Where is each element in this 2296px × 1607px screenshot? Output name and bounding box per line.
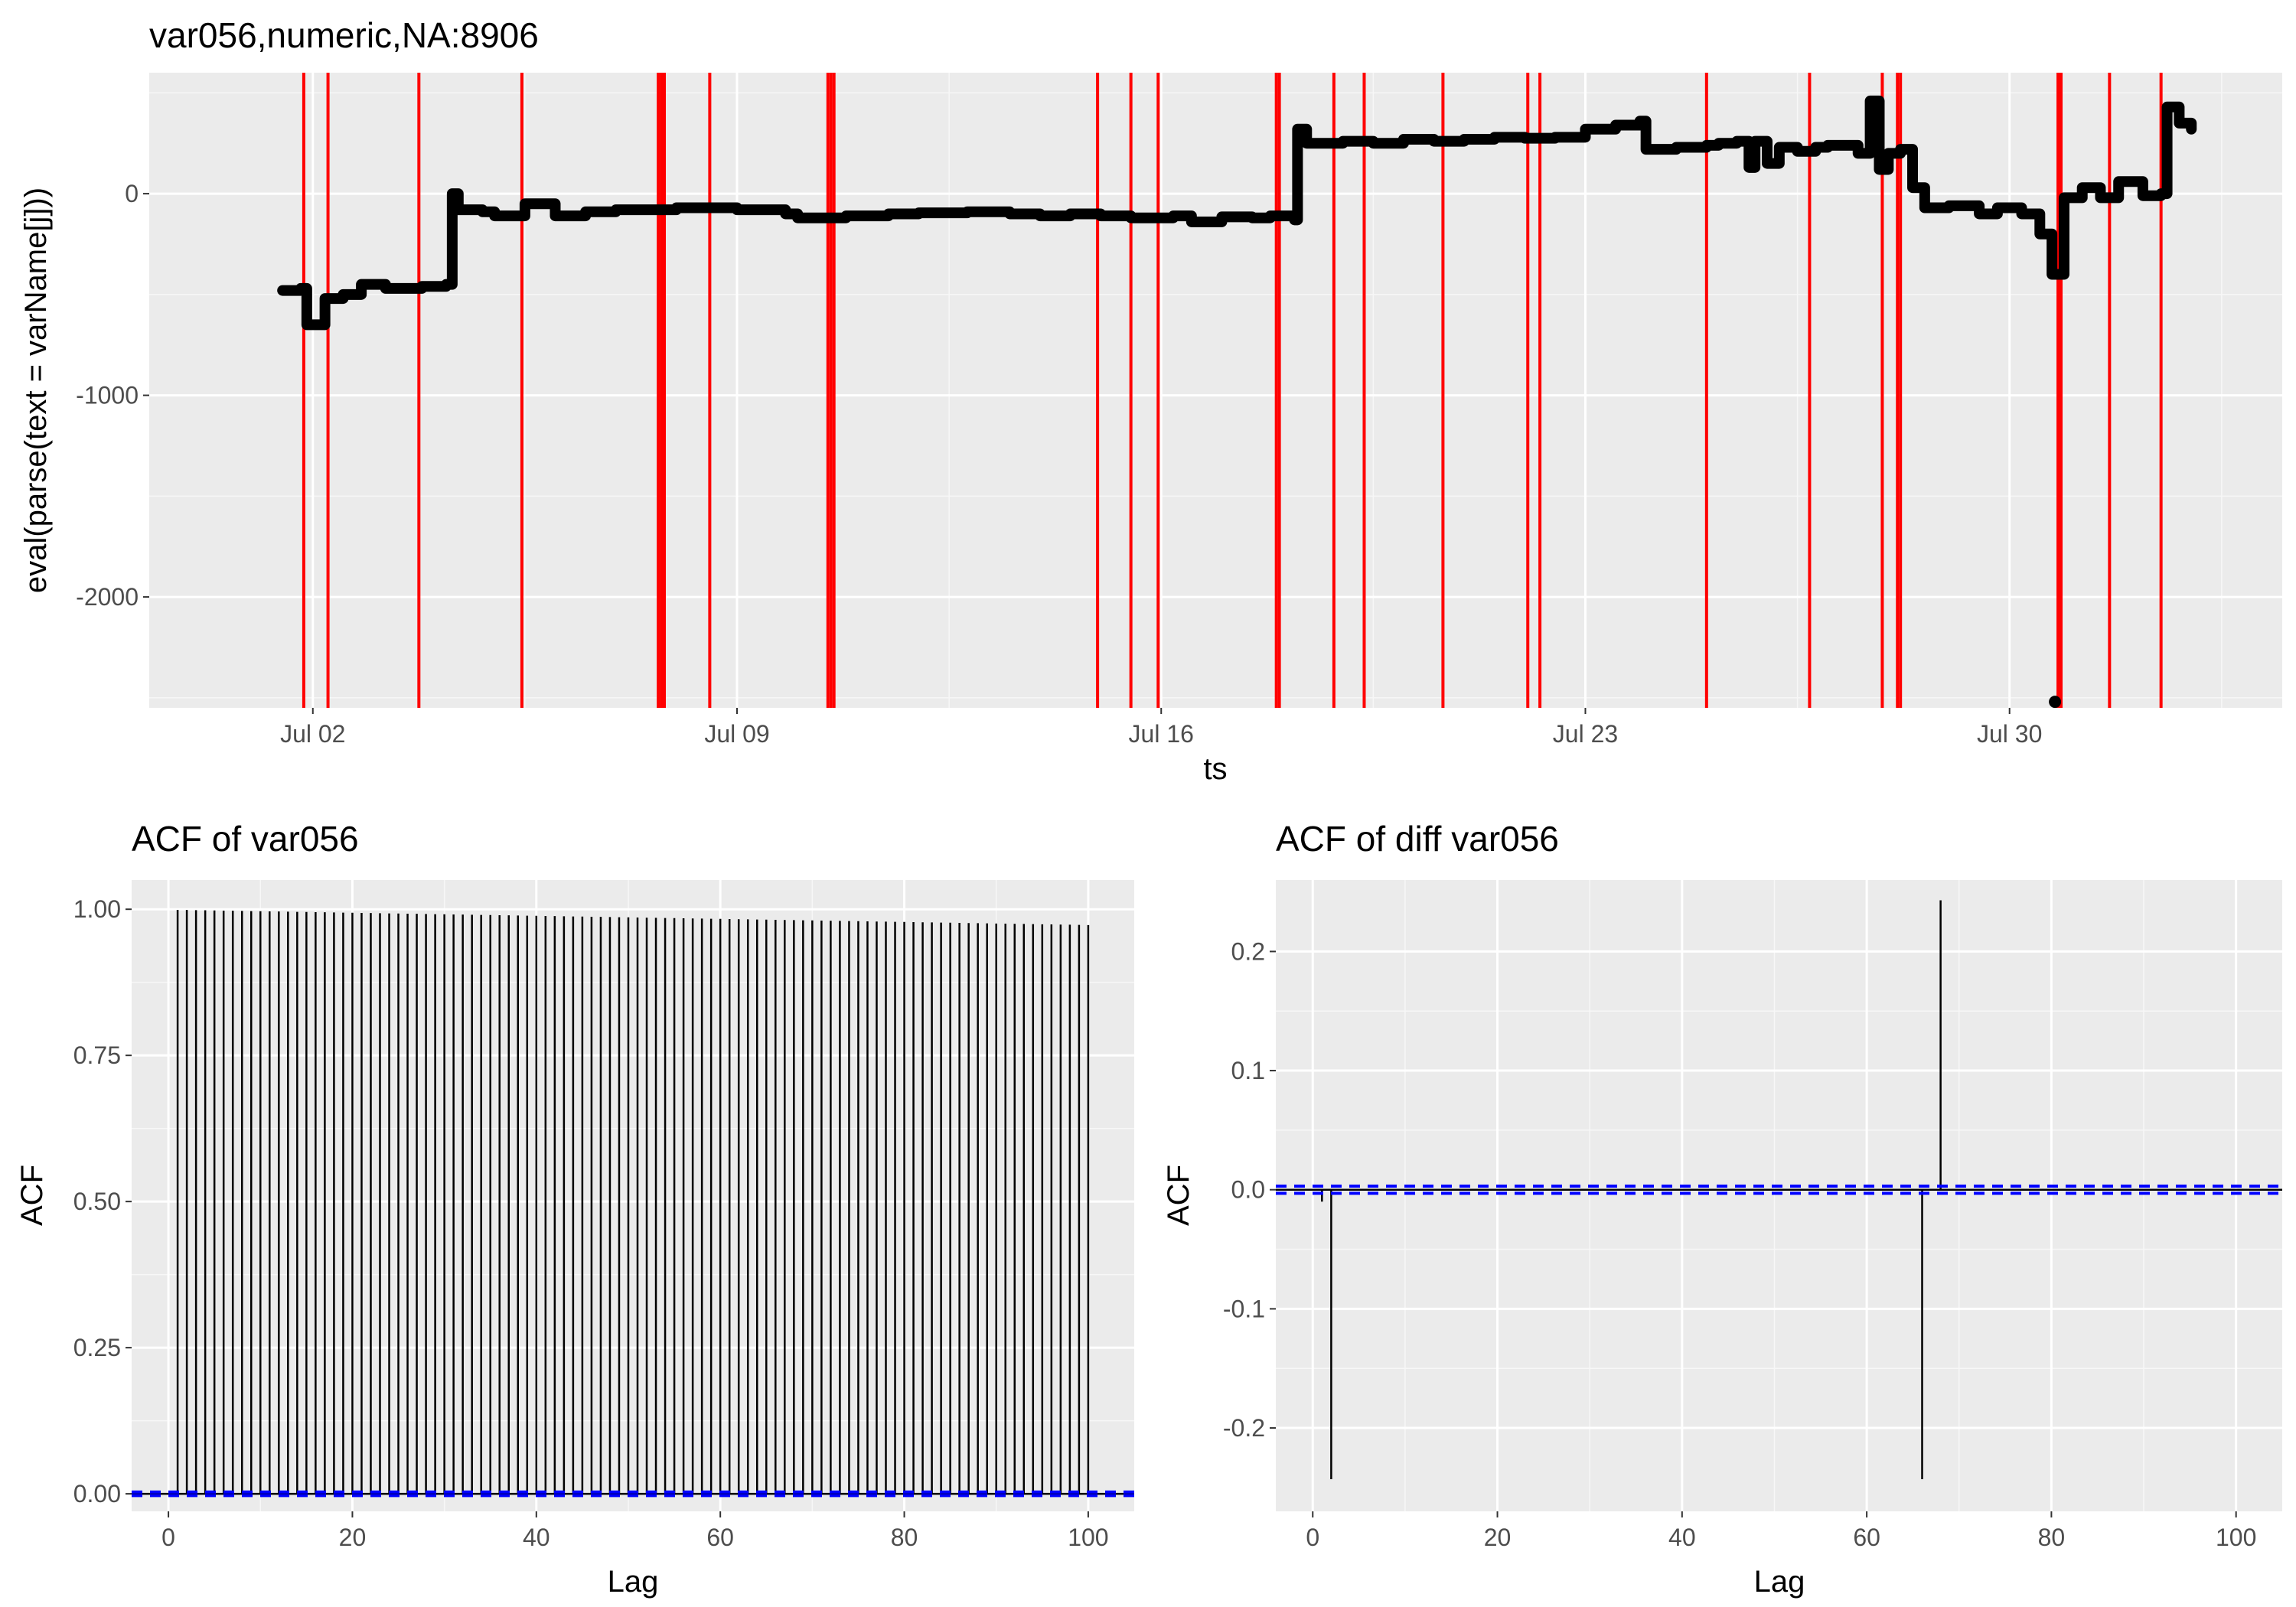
acf-diff-x-tick-label: 80 — [2038, 1524, 2066, 1551]
acf-diff-y-tick-label: -0.1 — [1223, 1295, 1265, 1322]
timeseries-title: var056,numeric,NA:8906 — [149, 15, 539, 55]
acf-x-tick-label: 20 — [339, 1524, 367, 1551]
timeseries-plot-background — [149, 73, 2282, 708]
acf-panel: ACF of var056 0.00 0.25 0.50 0.75 1.00 0 20 40… — [15, 819, 1134, 1599]
timeseries-x-tick-label: Jul 16 — [1129, 720, 1194, 748]
acf-diff-title: ACF of diff var056 — [1276, 819, 1559, 859]
timeseries-x-tick-label: Jul 02 — [280, 720, 345, 748]
acf-diff-x-tick-label: 0 — [1306, 1524, 1319, 1551]
acf-confidence-lines — [132, 1490, 1134, 1498]
timeseries-y-tick-label: -1000 — [76, 382, 139, 409]
timeseries-x-axis-title: ts — [1203, 752, 1227, 786]
acf-diff-x-axis-title: Lag — [1754, 1565, 1805, 1599]
acf-diff-confidence-lines — [1276, 1185, 2282, 1195]
acf-diff-bars — [1321, 900, 1942, 1479]
acf-diff-x-tick-label: 60 — [1853, 1524, 1880, 1551]
acf-y-tick-label: 0.00 — [73, 1480, 121, 1508]
acf-x-tick-label: 60 — [706, 1524, 734, 1551]
timeseries-red-marker-lines — [302, 73, 2163, 708]
acf-y-tick-label: 0.75 — [73, 1041, 121, 1069]
acf-y-tick-label: 0.50 — [73, 1188, 121, 1215]
acf-y-tick-labels: 0.00 0.25 0.50 0.75 1.00 — [73, 895, 132, 1508]
timeseries-gridlines — [149, 73, 2282, 708]
timeseries-x-tick-label: Jul 09 — [704, 720, 769, 748]
acf-diff-gridlines — [1276, 880, 2282, 1511]
acf-diff-x-tick-label: 40 — [1668, 1524, 1696, 1551]
timeseries-y-tick-labels: -2000 -1000 0 — [76, 180, 149, 611]
acf-diff-y-tick-labels: -0.2 -0.1 0.0 0.1 0.2 — [1223, 937, 1276, 1442]
acf-diff-y-tick-label: 0.2 — [1231, 937, 1265, 965]
acf-diff-y-tick-label: 0.1 — [1231, 1057, 1265, 1084]
acf-x-tick-label: 0 — [161, 1524, 175, 1551]
acf-title: ACF of var056 — [132, 819, 359, 859]
timeseries-data — [277, 95, 2197, 709]
timeseries-x-tick-labels: Jul 02 Jul 09 Jul 16 Jul 23 Jul 30 — [280, 708, 2042, 748]
timeseries-line — [277, 95, 2197, 331]
acf-y-tick-label: 1.00 — [73, 895, 121, 923]
timeseries-y-axis-title: eval(parse(text = varName[j])) — [19, 187, 53, 593]
acf-x-tick-label: 80 — [891, 1524, 918, 1551]
acf-diff-x-tick-label: 100 — [2216, 1524, 2256, 1551]
acf-x-tick-labels: 0 20 40 60 80 100 — [161, 1511, 1109, 1551]
acf-x-tick-label: 40 — [523, 1524, 550, 1551]
acf-plot-background — [132, 880, 1134, 1511]
acf-diff-x-tick-label: 20 — [1484, 1524, 1512, 1551]
timeseries-y-tick-label: 0 — [125, 180, 139, 207]
acf-diff-plot-background — [1276, 880, 2282, 1511]
acf-bars — [176, 909, 1090, 1495]
acf-diff-y-tick-label: 0.0 — [1231, 1176, 1265, 1204]
timeseries-outlier-point — [2049, 696, 2062, 709]
timeseries-x-tick-label: Jul 23 — [1553, 720, 1618, 748]
acf-x-axis-title: Lag — [608, 1565, 659, 1599]
acf-y-axis-title: ACF — [15, 1165, 49, 1226]
timeseries-panel: var056,numeric,NA:8906 -2000 -1000 0 Jul 0… — [19, 15, 2282, 786]
acf-diff-x-tick-labels: 0 20 40 60 80 100 — [1306, 1511, 2256, 1551]
timeseries-y-tick-label: -2000 — [76, 583, 139, 611]
acf-x-tick-label: 100 — [1068, 1524, 1108, 1551]
acf-y-tick-label: 0.25 — [73, 1334, 121, 1361]
acf-diff-y-tick-label: -0.2 — [1223, 1414, 1265, 1442]
acf-diff-y-axis-title: ACF — [1162, 1165, 1195, 1226]
timeseries-x-tick-label: Jul 30 — [1977, 720, 2042, 748]
acf-diff-panel: ACF of diff var056 -0.2 -0.1 0.0 0.1 0.2 0 20… — [1162, 819, 2282, 1599]
